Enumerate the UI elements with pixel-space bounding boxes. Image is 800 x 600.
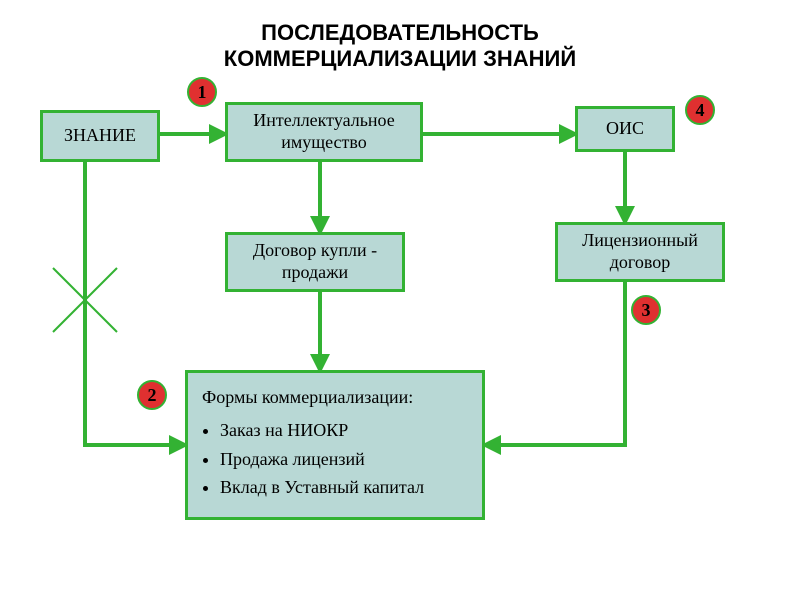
diagram-title: ПОСЛЕДОВАТЕЛЬНОСТЬ КОММЕРЦИАЛИЗАЦИИ ЗНАН…: [0, 20, 800, 73]
node-license-label: Лицензионный договор: [564, 230, 716, 273]
node-license-contract: Лицензионный договор: [555, 222, 725, 282]
step-badge-3: 3: [631, 295, 661, 325]
title-line2: КОММЕРЦИАЛИЗАЦИИ ЗНАНИЙ: [224, 46, 576, 71]
title-line1: ПОСЛЕДОВАТЕЛЬНОСТЬ: [261, 20, 539, 45]
node-ip-label: Интеллектуальное имущество: [234, 110, 414, 153]
step-badge-1: 1: [187, 77, 217, 107]
node-sale-contract: Договор купли - продажи: [225, 232, 405, 292]
forms-item: Вклад в Уставный капитал: [220, 473, 468, 502]
forms-item: Заказ на НИОКР: [220, 416, 468, 445]
step-badge-2: 2: [137, 380, 167, 410]
node-commercialization-forms: Формы коммерциализации: Заказ на НИОКР П…: [185, 370, 485, 520]
node-sale-label: Договор купли - продажи: [234, 240, 396, 283]
forms-item: Продажа лицензий: [220, 445, 468, 474]
forms-list: Заказ на НИОКР Продажа лицензий Вклад в …: [220, 416, 468, 502]
node-knowledge: ЗНАНИЕ: [40, 110, 160, 162]
forms-title: Формы коммерциализации:: [202, 383, 468, 412]
node-intellectual-property: Интеллектуальное имущество: [225, 102, 423, 162]
step-badge-4: 4: [685, 95, 715, 125]
node-ois-label: ОИС: [606, 118, 644, 140]
diagram-canvas: { "title_line1": "ПОСЛЕДОВАТЕЛЬНОСТЬ", "…: [0, 0, 800, 600]
node-knowledge-label: ЗНАНИЕ: [64, 125, 136, 147]
node-ois: ОИС: [575, 106, 675, 152]
